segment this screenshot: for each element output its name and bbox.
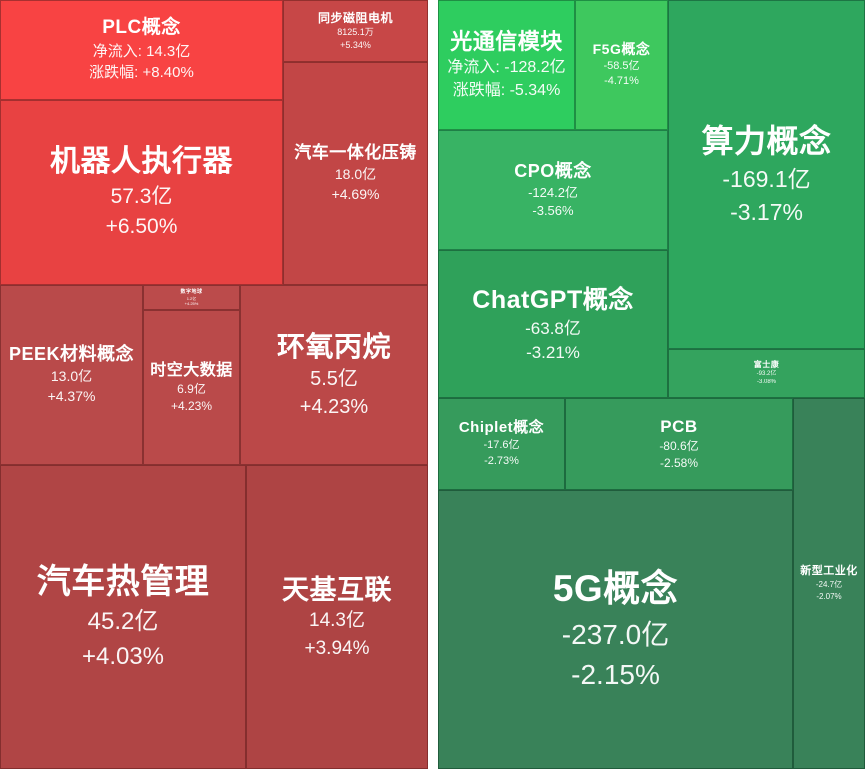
change-percent: +3.94% [304, 637, 370, 659]
net-flow-value: 13.0亿 [50, 368, 93, 385]
tile-5g-concept[interactable]: 5G概念 -237.0亿 -2.15% [438, 490, 793, 769]
change-percent: +4.25% [184, 301, 199, 307]
change-percent: -3.17% [730, 198, 803, 225]
change-percent: +4.03% [81, 642, 165, 670]
tile-computing-power[interactable]: 算力概念 -169.1亿 -3.17% [668, 0, 865, 349]
tile-plc-concept[interactable]: PLC概念净流入: 14.3亿 涨跌幅: +8.40% [0, 0, 283, 100]
tile-auto-thermal-management[interactable]: 汽车热管理 45.2亿 +4.03% [0, 465, 246, 769]
sector-name: 天基互联 [282, 574, 392, 605]
tile-propylene-oxide[interactable]: 环氧丙烷 5.5亿 +4.23% [240, 285, 428, 465]
net-flow-value: -63.8亿 [525, 318, 581, 338]
sector-name: 光通信模块 [450, 28, 563, 54]
sector-name: PEEK材料概念 [8, 344, 135, 365]
sector-name: PCB [660, 416, 698, 436]
change-percent: -2.15% [571, 658, 660, 690]
tile-tiny-red-tile[interactable]: 数字地球 1.2亿 +4.25% [143, 285, 240, 310]
net-flow-value: 净流入: 14.3亿 [92, 42, 191, 60]
sector-name: F5G概念 [592, 40, 651, 57]
change-percent: -2.07% [816, 591, 842, 601]
change-percent: -2.73% [484, 454, 519, 467]
net-flow-value: -58.5亿 [603, 59, 640, 72]
net-flow-value: 18.0亿 [334, 166, 377, 183]
net-flow-value: -124.2亿 [528, 184, 578, 200]
sector-name: 环氧丙烷 [276, 330, 391, 362]
tile-chiplet-concept[interactable]: Chiplet概念 -17.6亿 -2.73% [438, 398, 565, 490]
change-percent: -4.71% [604, 75, 639, 88]
change-percent: -3.56% [532, 203, 574, 219]
tile-f5g-concept[interactable]: F5G概念 -58.5亿 -4.71% [575, 0, 668, 130]
change-percent: +5.34% [340, 39, 371, 50]
net-flow-value: 45.2亿 [87, 608, 159, 636]
sector-name: 机器人执行器 [50, 145, 233, 179]
net-flow-value: 14.3亿 [309, 610, 365, 632]
change-percent: 涨跌幅: -5.34% [452, 82, 561, 100]
net-flow-value: 5.5亿 [310, 367, 358, 390]
sector-name: 5G概念 [552, 568, 679, 610]
sector-name: CPO概念 [514, 160, 592, 181]
sector-name: PLC概念 [102, 17, 181, 39]
tile-auto-integrated-die-casting[interactable]: 汽车一体化压铸 18.0亿 +4.69% [283, 62, 428, 285]
sector-name: 数字地球 [180, 288, 203, 295]
net-flow-value: -93.2亿 [756, 370, 777, 377]
sector-name: Chiplet概念 [458, 419, 545, 437]
change-percent: +4.23% [299, 396, 369, 419]
tile-space-based-internet[interactable]: 天基互联 14.3亿 +3.94% [246, 465, 428, 769]
change-percent: -3.21% [526, 343, 580, 363]
sector-name: 新型工业化 [800, 565, 858, 578]
net-flow-value: -80.6亿 [659, 439, 699, 454]
change-percent: +4.23% [170, 399, 213, 414]
tile-cpo-concept[interactable]: CPO概念 -124.2亿 -3.56% [438, 130, 668, 250]
change-percent: -2.58% [659, 456, 699, 471]
net-flow-value: 8125.1万 [337, 26, 374, 37]
net-flow-value: -17.6亿 [483, 439, 520, 452]
net-flow-value: -24.7亿 [815, 580, 843, 590]
net-flow-value: 净流入: -128.2亿 [447, 59, 566, 77]
tile-sync-reluctance-motor[interactable]: 同步磁阻电机 8125.1万 +5.34% [283, 0, 428, 62]
tile-foxconn[interactable]: 富士康 -93.2亿 -3.08% [668, 349, 865, 398]
sector-name: 汽车一体化压铸 [294, 143, 417, 163]
tile-new-industrialization[interactable]: 新型工业化 -24.7亿 -2.07% [793, 398, 865, 769]
tile-spatiotemporal-big-data[interactable]: 时空大数据 6.9亿 +4.23% [143, 310, 240, 465]
sector-name: 时空大数据 [150, 361, 233, 379]
sector-name: 同步磁阻电机 [317, 10, 393, 25]
net-flow-value: 57.3亿 [110, 185, 173, 209]
sector-name: ChatGPT概念 [472, 285, 634, 314]
net-flow-value: -237.0亿 [561, 618, 670, 650]
change-percent: +4.69% [331, 186, 380, 203]
tile-peek-material[interactable]: PEEK材料概念 13.0亿 +4.37% [0, 285, 143, 465]
net-flow-value: 6.9亿 [177, 382, 206, 397]
change-percent: 涨跌幅: +8.40% [89, 64, 194, 82]
sector-name: 算力概念 [701, 123, 832, 160]
sector-name: 富士康 [753, 360, 780, 370]
tile-pcb[interactable]: PCB -80.6亿 -2.58% [565, 398, 793, 490]
change-percent: +4.37% [47, 388, 96, 405]
net-flow-value: 1.2亿 [186, 295, 197, 301]
change-percent: +6.50% [105, 215, 178, 239]
change-percent: -3.08% [756, 379, 776, 386]
tile-chatgpt-concept[interactable]: ChatGPT概念 -63.8亿 -3.21% [438, 250, 668, 398]
sector-name: 汽车热管理 [36, 563, 210, 602]
tile-robot-actuator[interactable]: 机器人执行器 57.3亿 +6.50% [0, 100, 283, 285]
net-flow-value: -169.1亿 [722, 165, 811, 192]
tile-optical-module[interactable]: 光通信模块净流入: -128.2亿 涨跌幅: -5.34% [438, 0, 575, 130]
